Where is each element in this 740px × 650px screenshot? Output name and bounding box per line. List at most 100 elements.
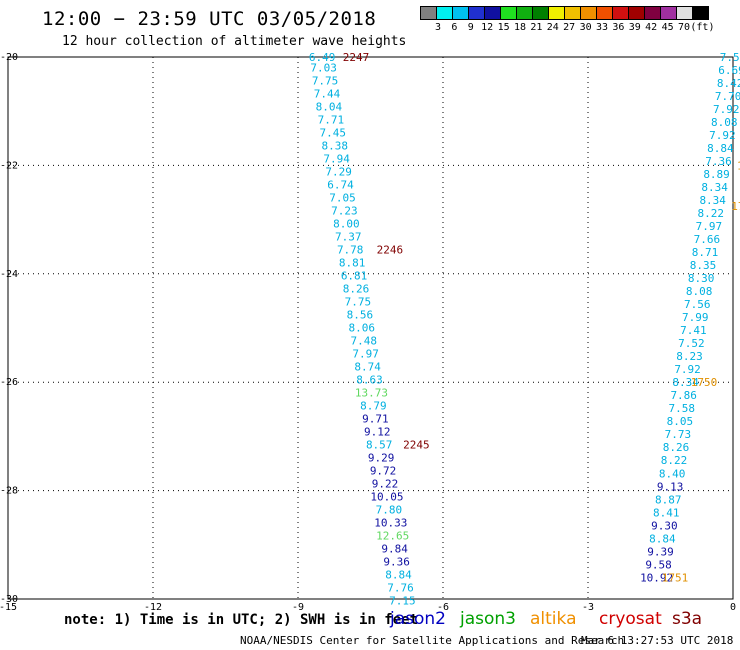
pass-time-label: 17 xyxy=(731,200,740,213)
longitude-label: -3 xyxy=(582,602,594,613)
wave-height-value: 7.99 xyxy=(682,311,709,324)
wave-height-value: 8.26 xyxy=(663,441,690,454)
wave-height-value: 7.76 xyxy=(387,582,414,595)
latitude-label: -20 xyxy=(0,52,18,63)
wave-height-value: 7.92 xyxy=(709,129,736,142)
wave-height-value: 8.56 xyxy=(347,308,374,321)
longitude-label: 0 xyxy=(730,602,736,613)
wave-height-value: 8.71 xyxy=(692,246,719,259)
legend-cryosat: cryosat xyxy=(599,609,662,629)
wave-height-value: 7.56 xyxy=(684,298,711,311)
wave-height-value: 7.45 xyxy=(320,126,347,139)
wave-height-value: 7.92 xyxy=(674,363,701,376)
wave-height-value: 8.87 xyxy=(655,493,682,506)
wave-height-value: 8.22 xyxy=(661,454,688,467)
wave-height-value: 7.71 xyxy=(318,113,345,126)
scale-label: 30 xyxy=(579,22,592,33)
wave-height-value: 9.12 xyxy=(364,426,391,439)
wave-height-value: 7.97 xyxy=(352,347,379,360)
wave-height-value: 13.73 xyxy=(355,386,388,399)
wave-height-value: 8.57 xyxy=(366,439,393,452)
scale-label: 12 xyxy=(481,22,494,33)
wave-height-value: 8.63 xyxy=(356,373,383,386)
wave-height-value: 9.72 xyxy=(370,465,397,478)
scale-label: 6 xyxy=(451,22,458,33)
wave-height-value: 9.58 xyxy=(645,558,672,571)
latitude-label: -26 xyxy=(0,377,18,388)
legend-s3a: s3a xyxy=(672,609,703,629)
pass-time-label: 2245 xyxy=(403,439,430,452)
wave-height-value: 8.84 xyxy=(385,569,412,582)
wave-height-value: 10.33 xyxy=(374,517,407,530)
scale-label: 3 xyxy=(434,22,442,33)
wave-height-value: 7.03 xyxy=(310,61,337,74)
legend-jason3: jason3 xyxy=(460,609,516,629)
wave-height-value: 7.73 xyxy=(665,428,692,441)
pass-time-label: 2246 xyxy=(377,243,404,256)
scale-label: 21 xyxy=(530,22,543,33)
wave-height-value: 9.22 xyxy=(372,478,399,491)
wave-height-value: 8.74 xyxy=(354,360,381,373)
wave-height-value: 9.39 xyxy=(647,545,674,558)
wave-height-value: 9.29 xyxy=(368,452,395,465)
scale-label: 42 xyxy=(645,22,658,33)
wave-height-value: 7.44 xyxy=(314,87,341,100)
wave-height-value: 7.97 xyxy=(696,220,723,233)
scale-label: 15 xyxy=(497,22,510,33)
map-frame xyxy=(7,56,734,600)
wave-height-value: 7.75 xyxy=(312,74,339,87)
wave-height-value: 8.81 xyxy=(339,256,366,269)
wave-height-value: 8.23 xyxy=(676,350,703,363)
wave-height-value: 6.49 xyxy=(309,51,336,64)
wave-height-value: 8.34 xyxy=(701,181,728,194)
wave-height-value: 7.92 xyxy=(713,103,740,116)
generated-timestamp: Mar 6 13:27:53 UTC 2018 xyxy=(581,634,734,647)
longitude-label: -12 xyxy=(144,602,162,613)
wave-height-value: 12.65 xyxy=(376,530,409,543)
pass-time-label: 1 xyxy=(737,159,740,172)
wave-height-value: 8.38 xyxy=(321,139,348,152)
wave-height-value: 10.92 xyxy=(640,571,673,584)
wave-height-value: 10.05 xyxy=(370,491,403,504)
map-subtitle: 12 hour collection of altimeter wave hei… xyxy=(62,34,407,49)
map-title: 12:00 − 23:59 UTC 03/05/2018 xyxy=(42,8,377,30)
scale-swatch xyxy=(692,6,709,20)
wave-height-value: 8.26 xyxy=(343,282,370,295)
wave-height-value: 7.05 xyxy=(329,191,356,204)
scale-label: 70 xyxy=(677,22,691,33)
longitude-label: -9 xyxy=(292,602,304,613)
latitude-label: -22 xyxy=(0,160,18,171)
wave-height-value: 7.52 xyxy=(678,337,705,350)
pass-time-label: 2247 xyxy=(343,51,370,64)
scale-label: 9 xyxy=(467,22,474,33)
scale-label: 33 xyxy=(595,22,609,33)
wave-height-value: 7.37 xyxy=(335,230,362,243)
wave-height-value: 8.05 xyxy=(667,415,694,428)
wave-height-value: 8.41 xyxy=(653,506,680,519)
wave-height-value: 8.79 xyxy=(360,400,387,413)
wave-height-value: 8.30 xyxy=(688,272,715,285)
legend-altika: altika xyxy=(530,609,577,629)
latitude-label: -28 xyxy=(0,486,18,497)
credit-line: NOAA/NESDIS Center for Satellite Applica… xyxy=(240,634,625,647)
wave-height-value: 9.13 xyxy=(657,480,684,493)
wave-height-value: 8.40 xyxy=(659,467,686,480)
wave-height-value: 7.36 xyxy=(705,155,732,168)
wave-height-value: 6.74 xyxy=(327,178,354,191)
wave-height-value: 8.89 xyxy=(703,168,730,181)
wave-height-value: 7.15 xyxy=(389,595,416,608)
legend-jason2: jason2 xyxy=(390,609,446,629)
wave-height-value: 8.06 xyxy=(349,321,376,334)
wave-height-value: 7.70 xyxy=(715,90,740,103)
wave-height-value: 9.84 xyxy=(381,543,408,556)
pass-time-label: 1750 xyxy=(691,376,718,389)
wave-height-value: 7.86 xyxy=(670,389,697,402)
scale-swatches xyxy=(420,6,709,20)
wave-height-value: 7.75 xyxy=(345,295,372,308)
wave-height-value: 8.34 xyxy=(699,194,726,207)
scale-label: 27 xyxy=(563,22,576,33)
wave-height-value: 7.50 xyxy=(720,51,740,64)
wave-height-value: 8.42 xyxy=(717,77,740,90)
wave-height-value: 7.41 xyxy=(680,324,707,337)
